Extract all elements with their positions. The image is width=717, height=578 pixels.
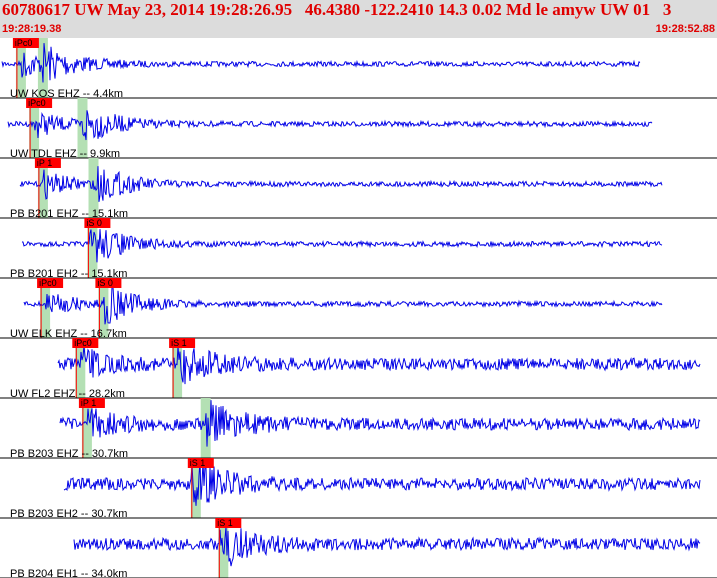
pick-flag[interactable]	[12, 38, 39, 48]
start-time-label: 19:28:19.38	[2, 23, 62, 35]
trace-row[interactable]: iS 1 PB B203 EH2 -- 30.7km	[0, 458, 717, 520]
trace-row[interactable]: iS 1 PB B204 EH1 -- 34.0km	[0, 518, 717, 578]
pick-flag[interactable]	[72, 338, 99, 348]
pick-flag[interactable]	[95, 278, 122, 288]
station-label: UW KOS EHZ -- 4.4km	[10, 88, 123, 100]
pick-window	[172, 338, 183, 398]
pick-label: iP 1	[37, 158, 52, 168]
waveform	[73, 526, 701, 567]
pick-label: iS 0	[97, 278, 113, 288]
station-label: UW ELK EHZ -- 16.7km	[10, 328, 127, 340]
pick-window	[87, 218, 98, 278]
event-title: 60780617 UW May 23, 2014 19:28:26.95 46.…	[2, 0, 672, 19]
pick-flag[interactable]	[187, 458, 214, 468]
waveform	[63, 460, 701, 506]
station-label: PB B201 EH2 -- 15.1km	[10, 268, 127, 280]
pick-flag[interactable]	[84, 218, 111, 228]
pick-label: iP 1	[81, 398, 96, 408]
pick-label: iPc0	[15, 38, 33, 48]
pick-window	[75, 338, 86, 398]
station-label: PB B203 EH2 -- 30.7km	[10, 508, 127, 520]
pick-window	[200, 398, 211, 458]
waveform	[57, 345, 701, 385]
event-header: 60780617 UW May 23, 2014 19:28:26.95 46.…	[0, 0, 717, 38]
pick-label: iPc0	[28, 98, 46, 108]
waveform	[23, 284, 663, 325]
waveform	[19, 166, 663, 202]
trace-row[interactable]: iP 1 PB B203 EHZ -- 30.7km	[0, 398, 717, 460]
pick-flag[interactable]	[26, 98, 53, 108]
waveform	[21, 229, 663, 263]
station-label: PB B203 EHZ -- 30.7km	[10, 448, 128, 460]
pick-window	[81, 398, 92, 458]
pick-label: iS 0	[86, 218, 102, 228]
station-label: UW TDL EHZ -- 9.9km	[10, 148, 120, 160]
pick-label: iS 1	[190, 458, 206, 468]
pick-window	[40, 278, 51, 338]
pick-window	[190, 458, 201, 518]
pick-label: iS 1	[171, 338, 187, 348]
pick-window	[98, 278, 109, 338]
pick-flag[interactable]	[34, 158, 61, 168]
station-label: PB B204 EH1 -- 34.0km	[10, 568, 127, 578]
pick-flag[interactable]	[215, 518, 242, 528]
pick-label: iPc0	[74, 338, 92, 348]
pick-window	[37, 158, 48, 218]
trace-row[interactable]: iPc0 iS 1 UW FL2 EHZ -- 28.2km	[0, 338, 717, 400]
pick-flag[interactable]	[37, 278, 64, 288]
trace-row[interactable]: iS 0 PB B201 EH2 -- 15.1km	[0, 218, 717, 280]
trace-row[interactable]: iPc0 UW KOS EHZ -- 4.4km	[0, 38, 717, 100]
trace-row[interactable]: iP 1 PB B201 EHZ -- 15.1km	[0, 158, 717, 220]
end-time-label: 19:28:52.88	[655, 23, 715, 35]
waveform	[59, 400, 701, 447]
trace-row[interactable]: iPc0 iS 0 UW ELK EHZ -- 16.7km	[0, 278, 717, 340]
pick-window	[29, 98, 40, 158]
pick-label: iS 1	[217, 518, 233, 528]
station-label: PB B201 EHZ -- 15.1km	[10, 208, 128, 220]
pick-window	[218, 518, 229, 578]
pick-flag[interactable]	[78, 398, 105, 408]
station-label: UW FL2 EHZ -- 28.2km	[10, 388, 125, 400]
trace-row[interactable]: iPc0 UW TDL EHZ -- 9.9km	[0, 98, 717, 160]
waveform	[7, 110, 653, 141]
pick-label: iPc0	[39, 278, 57, 288]
pick-flag[interactable]	[169, 338, 196, 348]
waveform	[1, 43, 641, 83]
